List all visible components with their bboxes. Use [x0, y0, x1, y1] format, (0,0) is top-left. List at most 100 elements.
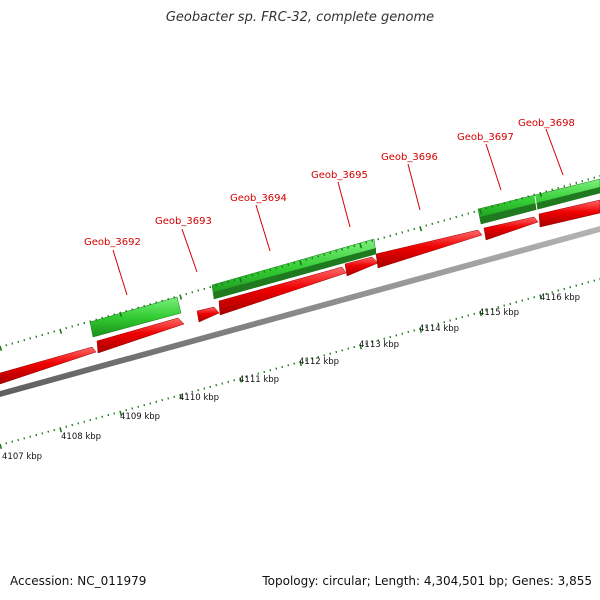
leader-line — [181, 228, 198, 273]
kbp-label: 4109 kbp — [120, 412, 160, 422]
kbp-label: 4115 kbp — [479, 308, 519, 318]
major-tick — [179, 294, 183, 300]
gene-divider — [534, 195, 538, 211]
minor-tick — [131, 407, 134, 410]
minor-tick — [527, 297, 530, 300]
minor-tick — [197, 389, 200, 392]
minor-tick — [413, 227, 416, 231]
minor-tick — [563, 287, 566, 291]
minor-tick — [5, 442, 8, 445]
minor-tick — [293, 262, 296, 265]
major-tick — [419, 226, 423, 232]
minor-tick — [209, 285, 212, 289]
minor-tick — [185, 392, 188, 395]
major-tick — [119, 311, 123, 317]
minor-tick — [569, 183, 572, 186]
minor-tick — [407, 330, 410, 334]
minor-tick — [317, 355, 320, 359]
minor-tick — [221, 382, 224, 385]
minor-tick — [557, 289, 560, 292]
minor-tick — [11, 342, 14, 345]
minor-tick — [353, 244, 356, 248]
minor-tick — [167, 397, 170, 400]
minor-tick — [107, 413, 110, 417]
minor-tick — [35, 433, 38, 437]
minor-tick — [245, 275, 248, 278]
major-tick — [359, 344, 363, 350]
minor-tick — [347, 246, 350, 249]
minor-tick — [263, 370, 266, 374]
forward-strand-genes — [0, 199, 600, 385]
kbp-label: 4111 kbp — [239, 375, 279, 385]
major-tick — [179, 393, 183, 400]
minor-tick — [17, 438, 20, 442]
minor-tick — [587, 281, 590, 284]
minor-tick — [485, 207, 488, 210]
minor-tick — [323, 253, 326, 256]
minor-tick — [245, 375, 248, 379]
minor-tick — [269, 268, 272, 272]
minor-tick — [449, 217, 452, 220]
minor-tick — [185, 292, 188, 296]
genome-backbone — [0, 226, 600, 397]
genome-summary-text: Topology: circular; Length: 4,304,501 bp… — [262, 574, 592, 588]
minor-tick — [365, 241, 368, 244]
major-tick — [239, 377, 243, 383]
minor-tick — [329, 352, 332, 355]
kbp-label: 4116 kbp — [540, 293, 580, 303]
minor-tick — [317, 255, 320, 258]
minor-tick — [95, 318, 98, 321]
minor-tick — [575, 181, 578, 184]
minor-tick — [113, 313, 116, 316]
minor-tick — [311, 256, 314, 260]
minor-tick — [425, 325, 428, 329]
minor-tick — [95, 417, 98, 420]
minor-tick — [101, 316, 104, 320]
minor-tick — [83, 420, 86, 423]
minor-tick — [545, 190, 548, 193]
minor-tick — [23, 339, 26, 342]
minor-tick — [167, 297, 170, 301]
minor-tick — [209, 385, 212, 388]
minor-tick — [443, 321, 446, 324]
gene-arrow — [196, 306, 220, 323]
minor-tick — [587, 178, 590, 181]
minor-tick — [557, 186, 560, 190]
gene-label-leaders — [112, 128, 564, 296]
minor-tick — [383, 236, 386, 239]
minor-tick — [575, 284, 578, 287]
leader-line — [112, 249, 128, 296]
leader-line — [407, 163, 421, 211]
minor-tick — [77, 422, 80, 425]
minor-tick — [497, 306, 500, 309]
minor-tick — [563, 185, 566, 188]
map-title: Geobacter sp. FRC-32, complete genome — [165, 10, 435, 25]
minor-tick — [581, 179, 584, 183]
minor-tick — [515, 301, 518, 304]
minor-tick — [521, 197, 524, 200]
gene-label: Geob_3692 — [84, 237, 141, 248]
minor-tick — [509, 302, 512, 305]
minor-tick — [473, 210, 476, 213]
minor-tick — [545, 292, 548, 296]
minor-tick — [437, 221, 440, 224]
minor-tick — [335, 350, 338, 354]
minor-tick — [275, 367, 278, 370]
minor-tick — [161, 399, 164, 402]
kbp-label: 4113 kbp — [359, 340, 399, 350]
minor-tick — [41, 432, 44, 435]
minor-tick — [269, 369, 272, 372]
minor-tick — [431, 324, 434, 327]
gene-arrow — [483, 216, 539, 241]
minor-tick — [173, 296, 176, 299]
minor-tick — [251, 274, 254, 277]
minor-tick — [335, 250, 338, 253]
gene-arrow — [538, 199, 600, 228]
minor-tick — [215, 284, 218, 287]
minor-tick — [491, 205, 494, 208]
minor-tick — [11, 440, 14, 443]
minor-tick — [329, 251, 332, 255]
minor-tick — [323, 354, 326, 357]
gene-arrow — [0, 346, 97, 385]
minor-tick — [233, 279, 236, 282]
